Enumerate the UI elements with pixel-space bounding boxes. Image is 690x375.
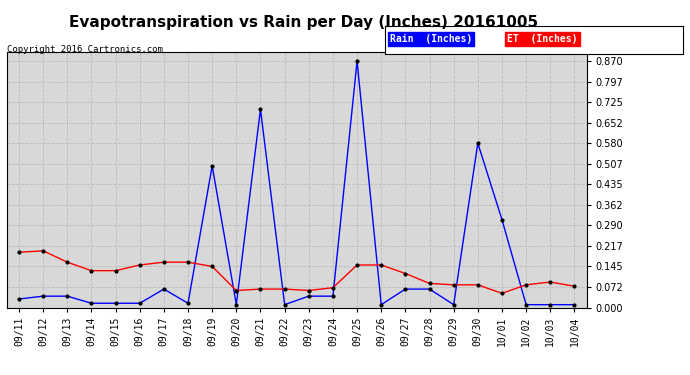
Text: Rain  (Inches): Rain (Inches) xyxy=(390,34,472,44)
Text: Copyright 2016 Cartronics.com: Copyright 2016 Cartronics.com xyxy=(7,45,163,54)
Text: Evapotranspiration vs Rain per Day (Inches) 20161005: Evapotranspiration vs Rain per Day (Inch… xyxy=(69,15,538,30)
Text: ET  (Inches): ET (Inches) xyxy=(507,34,578,44)
